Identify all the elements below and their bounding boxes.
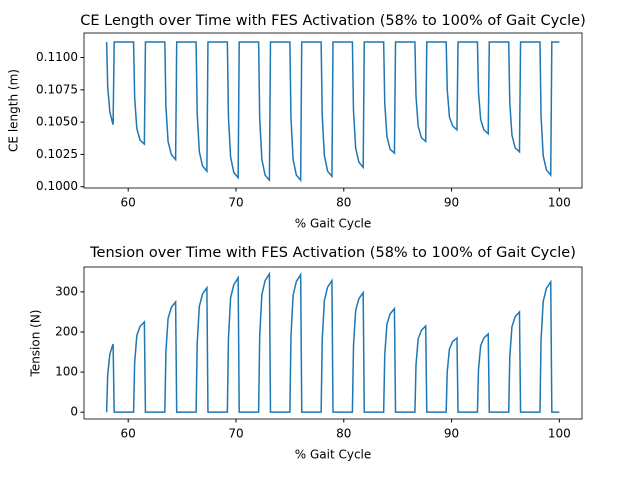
y-tick-label: 300	[55, 284, 78, 298]
x-axis-label: % Gait Cycle	[295, 217, 372, 231]
x-tick-label: 60	[121, 196, 136, 210]
data-line	[105, 41, 560, 183]
y-tick-label: 0.1100	[36, 50, 78, 64]
axes-frame	[83, 266, 583, 420]
y-tick-label: 0.1025	[36, 147, 78, 161]
x-tick-label: 70	[228, 427, 243, 441]
x-tick-label: 60	[121, 427, 136, 441]
y-tick-label: 0	[70, 405, 78, 419]
x-tick-label: 90	[444, 196, 459, 210]
x-tick-label: 80	[336, 196, 351, 210]
y-tick-label: 0.1000	[36, 179, 78, 193]
y-tick-label: 0.1050	[36, 115, 78, 129]
y-tick-label: 0.1075	[36, 82, 78, 96]
axes-frame	[83, 32, 583, 189]
x-tick-label: 100	[548, 427, 571, 441]
chart-title: Tension over Time with FES Activation (5…	[89, 245, 576, 261]
y-tick-label: 100	[55, 365, 78, 379]
chart-title: CE Length over Time with FES Activation …	[80, 13, 585, 29]
x-tick-label: 90	[444, 427, 459, 441]
x-tick-label: 70	[228, 196, 243, 210]
data-line	[105, 271, 560, 413]
y-tick-label: 200	[55, 324, 78, 338]
y-axis-label: CE length (m)	[7, 69, 21, 152]
x-tick-label: 80	[336, 427, 351, 441]
x-axis-label: % Gait Cycle	[295, 448, 372, 462]
y-axis-label: Tension (N)	[29, 310, 43, 378]
x-tick-label: 100	[548, 196, 571, 210]
